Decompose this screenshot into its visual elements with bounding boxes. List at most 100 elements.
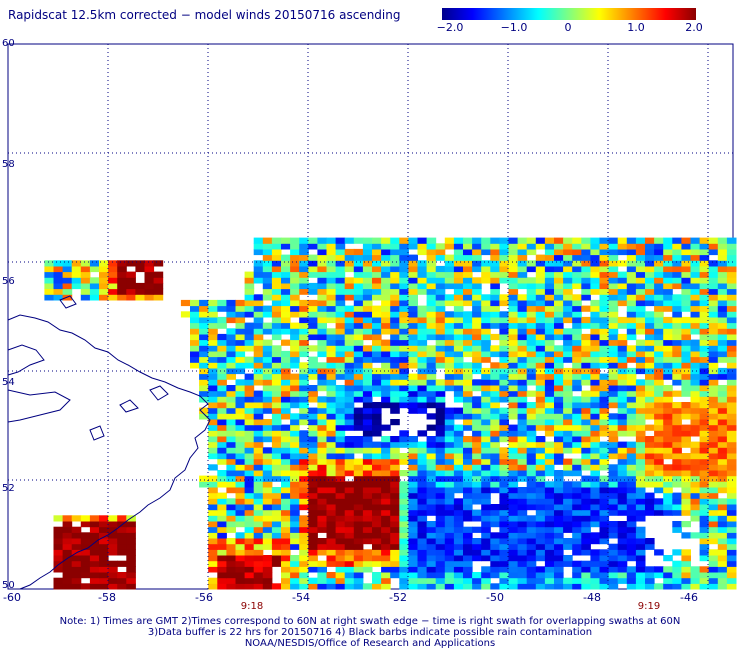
wind-cell	[572, 498, 582, 505]
wind-cell	[654, 316, 664, 324]
wind-cell	[517, 328, 528, 335]
wind-cell	[526, 424, 537, 431]
wind-cell	[508, 509, 519, 516]
wind-cell	[271, 521, 282, 528]
wind-cell	[481, 509, 491, 516]
wind-cell	[271, 464, 282, 471]
wind-cell	[526, 498, 537, 505]
wind-cell	[417, 311, 428, 318]
wind-cell	[663, 294, 673, 301]
wind-cell	[544, 333, 555, 341]
wind-cell	[699, 538, 710, 545]
wind-cell	[717, 345, 728, 352]
wind-cell	[417, 396, 428, 403]
wind-cell	[281, 424, 291, 431]
wind-cell	[262, 288, 273, 295]
wind-cell	[563, 333, 573, 341]
wind-cell	[126, 583, 136, 590]
wind-cell	[654, 265, 664, 273]
wind-cell	[290, 436, 300, 443]
wind-cell	[390, 316, 400, 324]
wind-cell	[444, 413, 455, 420]
wind-cell	[335, 333, 346, 341]
wind-cell	[590, 379, 600, 386]
wind-cell	[299, 441, 309, 448]
wind-cell	[53, 538, 64, 545]
wind-cell	[654, 453, 664, 460]
wind-cell	[344, 288, 355, 295]
wind-cell	[89, 560, 100, 567]
wind-cell	[381, 322, 391, 329]
wind-cell	[472, 339, 482, 346]
wind-cell	[554, 379, 564, 386]
wind-cell	[608, 481, 619, 488]
wind-cell	[308, 430, 318, 437]
wind-cell	[599, 288, 610, 295]
wind-cell	[626, 288, 637, 295]
wind-cell	[472, 362, 482, 369]
wind-cell	[517, 419, 528, 426]
colorbar-tick: 2.0	[685, 21, 703, 34]
wind-cell	[572, 560, 582, 567]
wind-cell	[654, 282, 664, 290]
wind-cell	[271, 305, 282, 312]
wind-cell	[717, 447, 728, 454]
wind-cell	[690, 248, 701, 256]
wind-cell	[472, 526, 482, 533]
wind-cell	[645, 498, 655, 505]
wind-cell	[617, 288, 628, 295]
wind-cell	[544, 328, 555, 335]
wind-cell	[408, 521, 418, 528]
wind-cell	[308, 521, 318, 528]
wind-cell	[490, 385, 500, 392]
wind-cell	[199, 356, 209, 363]
wind-cell	[526, 492, 537, 499]
wind-cell	[708, 282, 719, 290]
wind-cell	[499, 538, 509, 545]
wind-cell	[435, 481, 446, 488]
wind-cell	[426, 277, 437, 284]
wind-cell	[362, 271, 373, 278]
wind-cell	[453, 560, 464, 567]
wind-cell	[108, 549, 118, 556]
wind-cell	[335, 583, 346, 590]
wind-cell	[353, 560, 364, 567]
wind-cell	[645, 436, 655, 443]
wind-cell	[708, 385, 719, 392]
wind-cell	[663, 396, 673, 403]
wind-cell	[253, 277, 264, 284]
wind-cell	[308, 509, 318, 516]
wind-cell	[544, 515, 555, 522]
wind-cell	[344, 577, 355, 584]
wind-cell	[426, 526, 437, 533]
wind-cell	[599, 243, 610, 250]
wind-cell	[108, 572, 118, 579]
wind-cell	[663, 243, 673, 250]
wind-cell	[226, 385, 236, 392]
wind-cell	[444, 316, 455, 324]
wind-cell	[271, 316, 282, 324]
wind-cell	[508, 356, 519, 363]
wind-cell	[235, 453, 246, 460]
wind-cell	[271, 260, 282, 267]
wind-cell	[699, 566, 710, 573]
wind-cell	[544, 265, 555, 273]
wind-cell	[262, 254, 273, 261]
wind-cell	[390, 543, 400, 550]
wind-cell	[408, 396, 418, 403]
wind-cell	[344, 532, 355, 539]
wind-cell	[699, 305, 710, 312]
wind-cell	[217, 566, 227, 573]
wind-cell	[626, 577, 637, 584]
wind-cell	[626, 305, 637, 312]
wind-cell	[335, 413, 346, 420]
wind-cell	[444, 237, 455, 244]
wind-cell	[208, 481, 218, 488]
wind-cell	[535, 458, 546, 465]
wind-cell	[408, 475, 418, 482]
wind-cell	[681, 577, 691, 584]
wind-cell	[335, 328, 346, 335]
wind-cell	[426, 413, 437, 420]
wind-cell	[317, 413, 327, 420]
wind-cell	[308, 288, 318, 295]
